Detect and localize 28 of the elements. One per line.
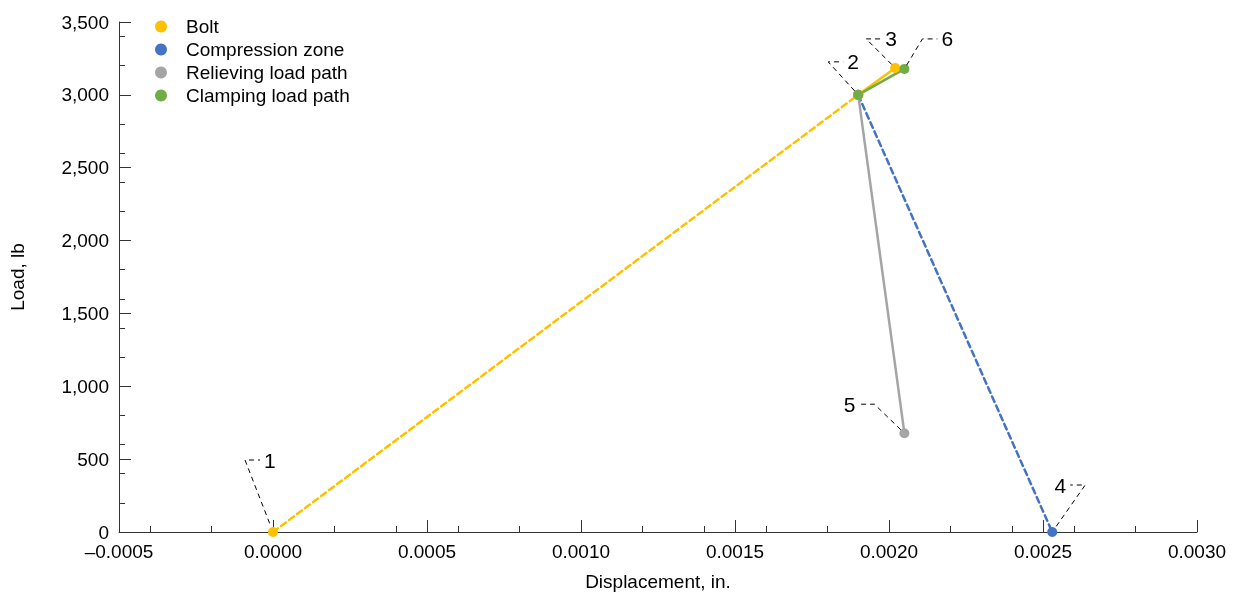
y-tick-label: 2,000	[61, 230, 109, 252]
annotation: 4	[1054, 473, 1067, 497]
annotation: 2	[847, 50, 859, 74]
legend-label: Compression zone	[186, 39, 345, 60]
annotation: 6	[941, 27, 954, 51]
legend-label: Relieving load path	[186, 62, 348, 83]
y-tick-label: 1,500	[61, 302, 109, 324]
annotation: 5	[843, 392, 856, 416]
x-tick-label: 0.0010	[551, 541, 611, 562]
x-tick-label: 0.0025	[1013, 541, 1073, 562]
legend-label: Bolt	[186, 16, 220, 37]
y-tick-label: 0	[98, 521, 109, 543]
annotation: 3	[885, 27, 897, 51]
x-tick-label: –0.0005	[84, 541, 154, 562]
y-tick-label: 3,500	[61, 11, 109, 33]
y-tick-label: 3,000	[61, 84, 109, 106]
legend-label: Clamping load path	[186, 85, 350, 106]
x-tick-label: 0.0015	[705, 541, 765, 562]
x-tick-label: 0.0005	[397, 541, 457, 562]
y-tick-label: 500	[77, 448, 109, 470]
y-tick-label: 1,000	[61, 375, 109, 397]
x-tick-label: 0.0020	[859, 541, 919, 562]
y-axis-title: Load, lb	[7, 243, 28, 311]
x-tick-label: 0.0030	[1167, 541, 1227, 562]
y-tick-label: 2,500	[61, 157, 109, 179]
annotation: 1	[264, 448, 276, 472]
x-axis-title: Displacement, in.	[585, 571, 731, 592]
x-tick-label: 0.0000	[243, 541, 303, 562]
